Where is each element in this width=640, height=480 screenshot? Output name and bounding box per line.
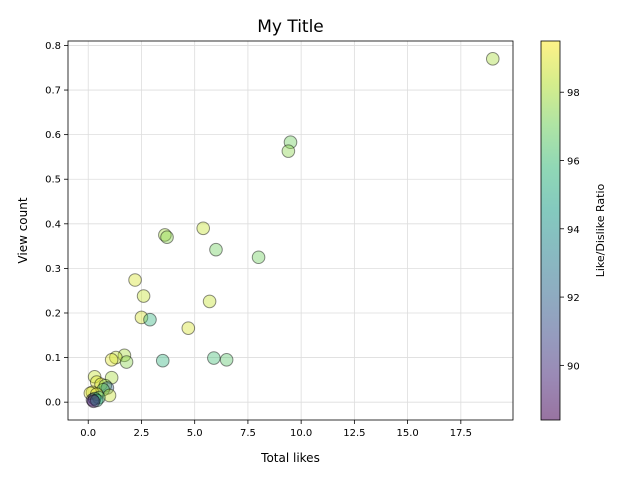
data-point xyxy=(281,144,296,158)
data-point xyxy=(143,312,157,327)
data-point xyxy=(119,355,134,369)
data-point xyxy=(283,135,298,150)
y-tick-label: 0.8 xyxy=(45,41,61,52)
data-point xyxy=(87,369,102,384)
data-point xyxy=(160,230,174,244)
x-tick-label: 7.5 xyxy=(240,428,256,439)
data-point xyxy=(89,387,104,401)
data-point xyxy=(207,351,221,365)
plot-frame xyxy=(67,40,514,421)
data-point xyxy=(117,348,132,363)
y-tick-label: 0.4 xyxy=(45,219,61,230)
data-point xyxy=(104,353,119,367)
data-point xyxy=(128,273,142,287)
data-point xyxy=(181,321,196,335)
colorbar-tick-label: 96 xyxy=(567,157,580,168)
data-point xyxy=(94,377,108,392)
y-tick-label: 0.5 xyxy=(45,175,61,186)
data-point xyxy=(92,390,106,405)
data-point xyxy=(196,221,211,236)
colorbar-label: Like/Dislike Ratio xyxy=(594,183,607,277)
y-tick-label: 0.1 xyxy=(45,353,61,364)
colorbar-tick-label: 90 xyxy=(567,361,580,372)
x-tick-label: 5.0 xyxy=(187,428,203,439)
y-tick-label: 0.6 xyxy=(45,130,61,141)
data-point xyxy=(158,228,172,242)
data-point xyxy=(83,386,98,401)
data-point xyxy=(202,294,217,309)
colorbar-tick-label: 98 xyxy=(567,88,580,99)
colorbar-tick-label: 92 xyxy=(567,293,580,304)
x-axis-label: Total likes xyxy=(260,451,320,465)
x-axis-ticks: 0.0 2.5 5.0 7.5 10.0 12.5 15.0 17.5 xyxy=(80,420,472,439)
y-tick-label: 0.7 xyxy=(45,86,61,97)
y-tick-label: 0.2 xyxy=(45,308,61,319)
data-point xyxy=(86,394,101,409)
colorbar-tick-label: 94 xyxy=(567,225,580,236)
data-point xyxy=(89,375,104,389)
data-point xyxy=(102,388,117,403)
x-tick-label: 2.5 xyxy=(134,428,150,439)
y-axis-ticks: 0.0 0.1 0.2 0.3 0.4 0.5 0.6 0.7 0.8 xyxy=(45,41,68,409)
data-point xyxy=(485,52,500,66)
y-axis-label: View count xyxy=(16,197,30,263)
data-point xyxy=(209,242,223,257)
data-point xyxy=(155,353,170,368)
x-tick-label: 12.5 xyxy=(343,428,365,439)
data-point xyxy=(98,378,113,393)
data-point xyxy=(89,393,104,408)
data-point xyxy=(96,382,110,397)
data-point xyxy=(85,393,100,407)
colorbar xyxy=(540,40,561,421)
x-tick-label: 0.0 xyxy=(80,428,96,439)
x-tick-label: 15.0 xyxy=(396,428,418,439)
y-tick-label: 0.0 xyxy=(45,398,61,409)
data-point xyxy=(134,310,149,325)
data-point xyxy=(136,289,151,303)
x-tick-label: 10.0 xyxy=(290,428,312,439)
x-tick-label: 17.5 xyxy=(450,428,472,439)
colorbar-ticks: 90 92 94 96 98 xyxy=(560,88,580,372)
data-point xyxy=(251,250,266,265)
data-point xyxy=(87,391,102,406)
grid xyxy=(68,41,513,420)
data-point xyxy=(85,385,100,400)
data-points xyxy=(83,52,500,409)
chart-title: My Title xyxy=(257,17,324,37)
data-point xyxy=(109,350,123,365)
y-tick-label: 0.3 xyxy=(45,264,61,275)
data-point xyxy=(100,381,115,395)
data-point xyxy=(219,353,234,367)
data-point xyxy=(104,370,119,385)
